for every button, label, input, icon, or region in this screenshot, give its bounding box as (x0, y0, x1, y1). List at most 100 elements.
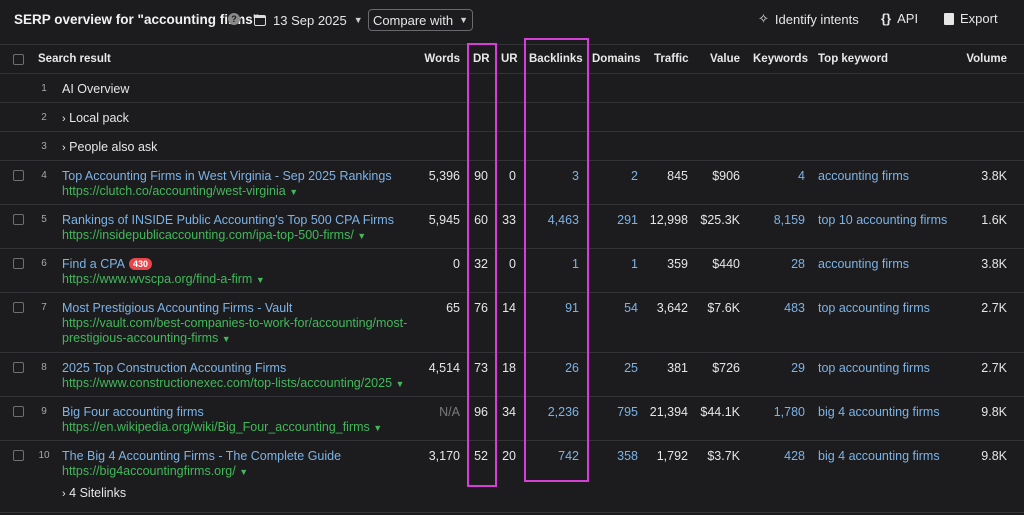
keywords-cell[interactable]: 4 (798, 169, 805, 183)
feature-row[interactable]: 2 › Local pack (0, 103, 1024, 132)
table-row: 9 Big Four accounting firms https://en.w… (0, 397, 1024, 441)
backlinks-cell[interactable]: 1 (572, 257, 579, 271)
col-dr[interactable]: DR (473, 53, 490, 65)
keywords-cell[interactable]: 8,159 (773, 213, 805, 227)
export-button[interactable]: Export (944, 11, 998, 26)
top-keyword-link[interactable]: top accounting firms (818, 361, 930, 375)
value-cell: $25.3K (700, 213, 740, 227)
result-url[interactable]: https://www.constructionexec.com/top-lis… (62, 376, 404, 392)
identify-intents-button[interactable]: ✧ Identify intents (758, 11, 859, 27)
col-words[interactable]: Words (424, 53, 460, 65)
feature-toggle[interactable]: › People also ask (62, 140, 157, 154)
caret-down-icon[interactable]: ▼ (289, 187, 299, 197)
result-title-link[interactable]: Rankings of INSIDE Public Accounting's T… (62, 213, 394, 227)
caret-down-icon[interactable]: ▼ (373, 423, 383, 433)
volume-cell: 3.8K (981, 257, 1007, 271)
chevron-right-icon: › (62, 142, 66, 154)
col-search-result[interactable]: Search result (38, 53, 111, 65)
domains-cell[interactable]: 2 (631, 169, 638, 183)
keywords-cell[interactable]: 1,780 (773, 405, 805, 419)
backlinks-cell[interactable]: 3 (572, 169, 579, 183)
result-url[interactable]: https://insidepublicaccounting.com/ipa-t… (62, 228, 366, 244)
top-keyword-link[interactable]: top 10 accounting firms (818, 213, 948, 227)
result-title-text: Find a CPA (62, 257, 125, 271)
feature-row[interactable]: 3 › People also ask (0, 132, 1024, 161)
domains-cell[interactable]: 25 (624, 361, 638, 375)
feature-label: AI Overview (62, 82, 130, 96)
result-url-text: https://big4accountingfirms.org/ (62, 464, 236, 478)
result-title-link[interactable]: Top Accounting Firms in West Virginia - … (62, 169, 392, 183)
help-icon[interactable]: ? (228, 13, 240, 25)
col-domains[interactable]: Domains (592, 53, 641, 65)
backlinks-cell[interactable]: 742 (558, 449, 579, 463)
value-cell: $906 (712, 169, 740, 183)
domains-cell[interactable]: 795 (617, 405, 638, 419)
col-keywords[interactable]: Keywords (753, 53, 808, 65)
row-checkbox[interactable] (13, 362, 24, 373)
dr-cell: 60 (474, 213, 488, 227)
result-url-continued[interactable]: prestigious-accounting-firms ▼ (62, 331, 231, 347)
domains-cell[interactable]: 54 (624, 301, 638, 315)
row-number: 9 (41, 406, 47, 417)
top-keyword-link[interactable]: big 4 accounting firms (818, 449, 940, 463)
traffic-cell: 21,394 (649, 405, 688, 419)
domains-cell[interactable]: 358 (617, 449, 638, 463)
result-url[interactable]: https://en.wikipedia.org/wiki/Big_Four_a… (62, 420, 382, 436)
domains-cell[interactable]: 291 (617, 213, 638, 227)
top-keyword-link[interactable]: accounting firms (818, 257, 910, 271)
traffic-cell: 12,998 (649, 213, 688, 227)
col-ur[interactable]: UR (501, 53, 518, 65)
dr-cell: 96 (474, 405, 488, 419)
row-checkbox[interactable] (13, 258, 24, 269)
backlinks-cell[interactable]: 2,236 (547, 405, 579, 419)
caret-down-icon[interactable]: ▼ (239, 467, 249, 477)
top-keyword-link[interactable]: accounting firms (818, 169, 910, 183)
sitelinks-toggle[interactable]: › 4 Sitelinks (62, 486, 126, 500)
ur-cell: 18 (502, 361, 516, 375)
col-top-keyword[interactable]: Top keyword (818, 53, 889, 65)
backlinks-cell[interactable]: 91 (565, 301, 579, 315)
row-checkbox[interactable] (13, 450, 24, 461)
result-url[interactable]: https://clutch.co/accounting/west-virgin… (62, 184, 298, 200)
caret-down-icon[interactable]: ▼ (395, 379, 405, 389)
result-title-link[interactable]: The Big 4 Accounting Firms - The Complet… (62, 449, 342, 463)
top-keyword-link[interactable]: big 4 accounting firms (818, 405, 940, 419)
keywords-cell[interactable]: 428 (784, 449, 805, 463)
top-keyword-link[interactable]: top accounting firms (818, 301, 930, 315)
result-url[interactable]: https://www.wvscpa.org/find-a-firm ▼ (62, 272, 265, 288)
row-checkbox[interactable] (13, 170, 24, 181)
caret-down-icon[interactable]: ▼ (357, 231, 367, 241)
row-checkbox[interactable] (13, 214, 24, 225)
result-url[interactable]: https://vault.com/best-companies-to-work… (62, 316, 408, 330)
keywords-cell[interactable]: 29 (791, 361, 805, 375)
backlinks-cell[interactable]: 26 (565, 361, 579, 375)
row-checkbox[interactable] (13, 406, 24, 417)
compare-label: Compare with (372, 12, 454, 28)
table-row: 8 2025 Top Construction Accounting Firms… (0, 353, 1024, 397)
result-title-link[interactable]: 2025 Top Construction Accounting Firms (62, 361, 287, 375)
position-badge: 430 (129, 258, 153, 270)
result-url[interactable]: https://big4accountingfirms.org/ ▼ (62, 464, 248, 480)
col-backlinks[interactable]: Backlinks (529, 53, 583, 65)
select-all-checkbox[interactable] (13, 54, 24, 65)
ur-cell: 14 (502, 301, 516, 315)
backlinks-cell[interactable]: 4,463 (547, 213, 579, 227)
feature-toggle[interactable]: › Local pack (62, 111, 129, 125)
col-volume[interactable]: Volume (966, 53, 1007, 65)
caret-down-icon[interactable]: ▼ (255, 275, 265, 285)
page-title: SERP overview for "accounting firms" (14, 12, 260, 27)
caret-down-icon[interactable]: ▼ (221, 334, 231, 344)
result-title-link[interactable]: Big Four accounting firms (62, 405, 204, 419)
compare-with-button[interactable]: Compare with ▼ (368, 9, 473, 31)
keywords-cell[interactable]: 483 (784, 301, 805, 315)
result-title-link[interactable]: Most Prestigious Accounting Firms - Vaul… (62, 301, 293, 315)
row-checkbox[interactable] (13, 302, 24, 313)
dr-cell: 52 (474, 449, 488, 463)
col-traffic[interactable]: Traffic (654, 53, 689, 65)
domains-cell[interactable]: 1 (631, 257, 638, 271)
api-button[interactable]: {} API (881, 11, 918, 26)
date-picker-button[interactable]: 13 Sep 2025 ▼ (254, 9, 363, 31)
col-value[interactable]: Value (710, 53, 741, 65)
result-title-link[interactable]: Find a CPA 430 (62, 257, 153, 271)
keywords-cell[interactable]: 28 (791, 257, 805, 271)
